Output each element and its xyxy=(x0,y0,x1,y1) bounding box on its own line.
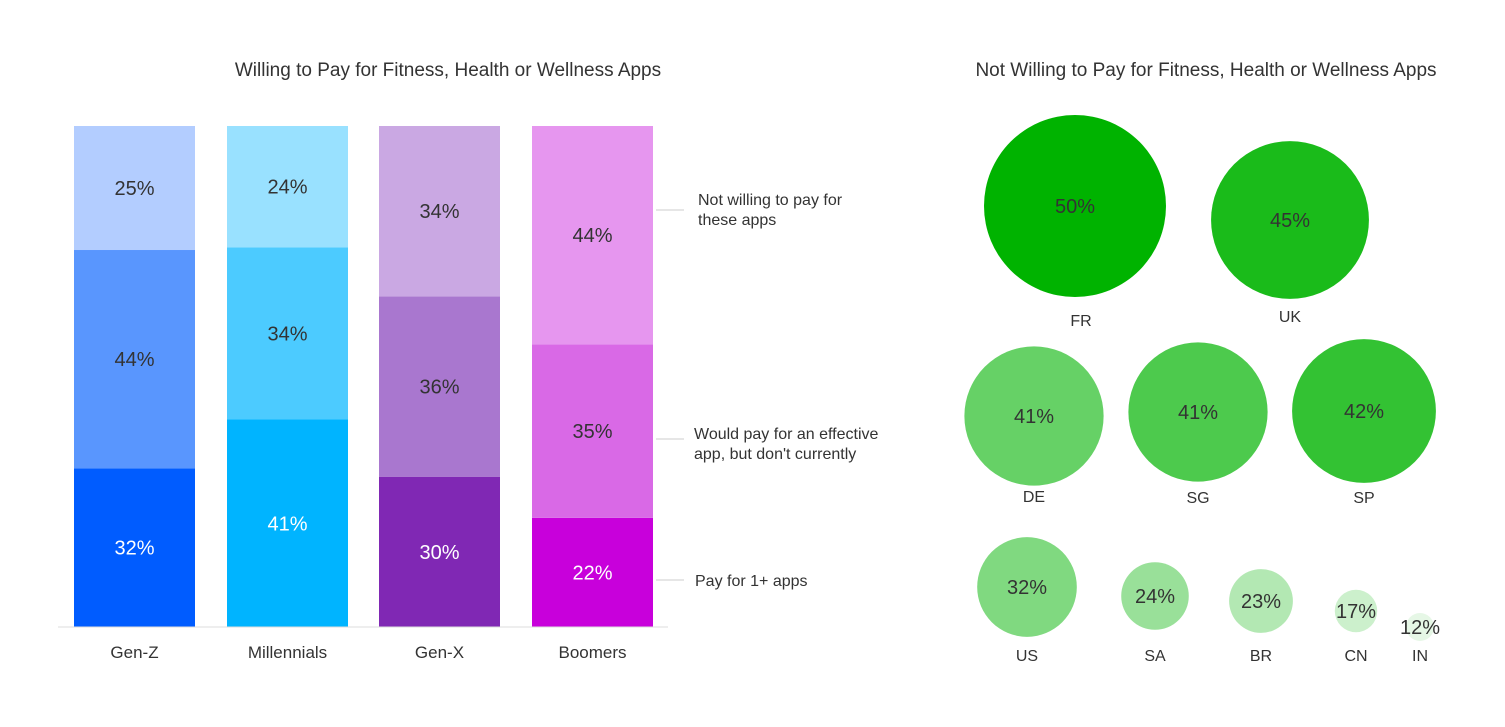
bar-segment-millennials-1 xyxy=(227,419,348,627)
bubble-fr xyxy=(984,115,1166,297)
bubble-country-label-us: US xyxy=(1016,648,1038,665)
bar-value-label: 44% xyxy=(572,225,612,247)
bar-segment-gen-x-1 xyxy=(379,476,500,627)
category-label-gen-z: Gen-Z xyxy=(110,643,158,662)
bar-segment-gen-x-2 xyxy=(379,296,500,477)
legend-entry-pay-for-1-apps: Pay for 1+ apps xyxy=(695,573,808,590)
bar-segment-gen-x-3 xyxy=(379,126,500,297)
bubble-country-label-sp: SP xyxy=(1353,490,1374,507)
bar-value-label: 22% xyxy=(572,562,612,584)
bubble-chart: Not Willing to Pay for Fitness, Health o… xyxy=(964,60,1440,665)
bubble-country-label-fr: FR xyxy=(1070,313,1091,330)
bubble-sp xyxy=(1292,339,1436,483)
bar-segment-millennials-3 xyxy=(227,126,348,248)
bubble-uk xyxy=(1211,141,1369,299)
bubble-in xyxy=(1406,613,1434,641)
legend-entry-not-willing-to-pay-for-these-a: Not willing to pay for these apps xyxy=(698,192,843,229)
bar-segment-gen-z-3 xyxy=(74,126,195,251)
bar-value-label: 34% xyxy=(419,201,459,223)
bubble-value-label: 32% xyxy=(1007,577,1047,599)
bar-value-label: 25% xyxy=(114,178,154,200)
bubble-sg xyxy=(1128,342,1268,482)
bubble-country-label-br: BR xyxy=(1250,648,1272,665)
bar-value-label: 32% xyxy=(114,538,154,560)
bubble-br xyxy=(1229,569,1293,633)
category-label-boomers: Boomers xyxy=(558,643,626,662)
bar-segment-boomers-1 xyxy=(532,517,653,627)
bubble-country-label-uk: UK xyxy=(1279,309,1302,326)
category-label-gen-x: Gen-X xyxy=(415,643,464,662)
bar-chart: Willing to Pay for Fitness, Health or We… xyxy=(58,60,879,662)
bubble-value-label: 50% xyxy=(1055,196,1095,218)
bar-value-label: 24% xyxy=(267,177,307,199)
bar-segment-gen-z-2 xyxy=(74,250,195,469)
bar-segment-boomers-2 xyxy=(532,344,653,518)
bar-value-label: 36% xyxy=(419,377,459,399)
bar-segment-gen-z-1 xyxy=(74,468,195,627)
bar-value-label: 44% xyxy=(114,349,154,371)
bubble-value-label: 12% xyxy=(1400,617,1440,639)
bubble-sa xyxy=(1121,562,1189,630)
bubble-value-label: 41% xyxy=(1014,406,1054,428)
bubble-de xyxy=(964,346,1104,486)
bar-value-label: 35% xyxy=(572,421,612,443)
bubble-chart-title: Not Willing to Pay for Fitness, Health o… xyxy=(975,60,1436,81)
bubble-cn xyxy=(1334,589,1378,633)
bubble-us xyxy=(977,537,1077,637)
bubble-country-label-sa: SA xyxy=(1144,648,1166,665)
bubble-value-label: 17% xyxy=(1336,601,1376,623)
bar-value-label: 34% xyxy=(267,323,307,345)
bubble-country-label-de: DE xyxy=(1023,489,1045,506)
bubble-country-label-sg: SG xyxy=(1186,490,1209,507)
bubble-country-label-cn: CN xyxy=(1344,648,1367,665)
bubble-value-label: 23% xyxy=(1241,591,1281,613)
bar-value-label: 30% xyxy=(419,542,459,564)
bar-chart-title: Willing to Pay for Fitness, Health or We… xyxy=(235,60,661,81)
bar-segment-millennials-2 xyxy=(227,247,348,420)
legend-entry-would-pay-for-an-effective-app: Would pay for an effective app, but don't… xyxy=(694,426,879,463)
bubble-value-label: 41% xyxy=(1178,402,1218,424)
bubble-value-label: 24% xyxy=(1135,586,1175,608)
bubble-country-label-in: IN xyxy=(1412,648,1428,665)
bubble-value-label: 45% xyxy=(1270,210,1310,232)
bar-segment-boomers-3 xyxy=(532,126,653,345)
category-label-millennials: Millennials xyxy=(248,643,327,662)
bubble-value-label: 42% xyxy=(1344,401,1384,423)
bar-value-label: 41% xyxy=(267,513,307,535)
